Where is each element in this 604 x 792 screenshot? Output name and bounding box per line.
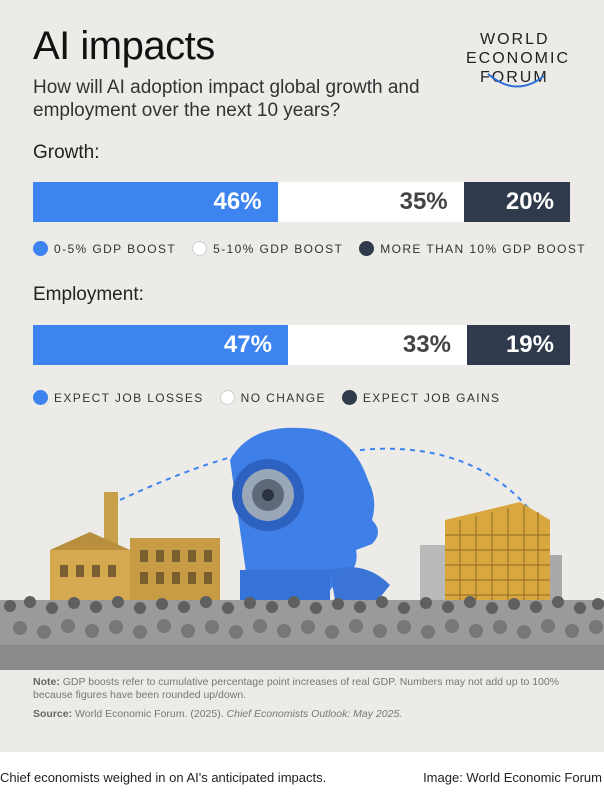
- bar-segment-no-change: 33%: [287, 325, 467, 365]
- employment-stacked-bar: 47% 33% 19%: [33, 325, 570, 365]
- image-caption: Chief economists weighed in on AI's anti…: [0, 770, 327, 785]
- ai-workforce-illustration: [0, 427, 604, 670]
- bar-segment-5-10-gdp-boost: 35%: [277, 182, 464, 222]
- crowd-illustration: [0, 596, 604, 670]
- logo-line-2: ECONOMIC: [466, 50, 570, 67]
- infographic-card: AI impacts How will AI adoption impact g…: [0, 0, 604, 752]
- dashed-arc-right: [359, 447, 531, 511]
- legend-swatch-icon: [219, 390, 235, 405]
- page-title: AI impacts: [33, 24, 215, 68]
- legend-swatch-icon: [192, 241, 208, 256]
- legend-label: 5-10% GDP BOOST: [213, 241, 344, 256]
- legend-label: EXPECT JOB GAINS: [362, 390, 501, 405]
- bar-segment-0-5-gdp-boost: 46%: [33, 182, 278, 222]
- source-text: World Economic Forum. (2025).: [75, 708, 224, 720]
- page-subtitle: How will AI adoption impact global growt…: [33, 77, 420, 121]
- legend-item: 0-5% GDP BOOST: [33, 241, 176, 256]
- image-credit: Image: World Economic Forum: [423, 770, 602, 785]
- legend-item: EXPECT JOB GAINS: [341, 390, 501, 405]
- legend-swatch-icon: [33, 241, 48, 256]
- legend-item: NO CHANGE: [219, 390, 326, 405]
- legend-item: MORE THAN 10% GDP BOOST: [359, 241, 586, 256]
- legend-swatch-icon: [33, 390, 48, 405]
- wef-logo: WORLD ECONOMIC FORUM: [466, 30, 576, 92]
- chart-note: Note: GDP boosts refer to cumulative per…: [33, 676, 578, 701]
- legend-label: NO CHANGE: [240, 390, 326, 405]
- growth-stacked-bar: 46% 35% 20%: [33, 182, 570, 222]
- chart-source: Source: World Economic Forum. (2025). Ch…: [33, 708, 402, 720]
- ai-robot-head-illustration: [230, 427, 390, 620]
- data-label: 47%: [223, 331, 272, 358]
- source-label: Source:: [33, 708, 73, 720]
- dashed-arc-left: [119, 447, 301, 501]
- bar-segment-expect-job-losses: 47%: [33, 325, 288, 365]
- wef-logo-arc-icon: [487, 73, 545, 88]
- data-label: 33%: [402, 331, 451, 358]
- legend-label: MORE THAN 10% GDP BOOST: [380, 241, 587, 256]
- growth-legend: 0-5% GDP BOOST 5-10% GDP BOOST MORE THAN 1…: [33, 241, 602, 256]
- legend-swatch-icon: [359, 241, 375, 256]
- legend-swatch-icon: [341, 390, 357, 405]
- legend-item: 5-10% GDP BOOST: [192, 241, 343, 256]
- legend-label: EXPECT JOB LOSSES: [54, 390, 204, 405]
- data-label: 35%: [399, 188, 448, 215]
- note-label: Note:: [33, 676, 60, 688]
- employment-chart-title: Employment:: [33, 284, 144, 305]
- data-label: 19%: [505, 331, 554, 358]
- data-label: 20%: [505, 188, 554, 215]
- logo-line-1: WORLD: [480, 31, 550, 48]
- bar-segment-expect-job-gains: 19%: [466, 325, 570, 365]
- legend-item: EXPECT JOB LOSSES: [33, 390, 204, 405]
- legend-label: 0-5% GDP BOOST: [54, 241, 177, 256]
- bar-segment-more-than-10-gdp-boost: 20%: [463, 182, 570, 222]
- employment-legend: EXPECT JOB LOSSES NO CHANGE EXPECT JOB GAI…: [33, 390, 516, 405]
- source-title: Chief Economists Outlook: May 2025.: [226, 708, 403, 720]
- note-text: GDP boosts refer to cumulative percentag…: [33, 676, 560, 701]
- growth-chart-title: Growth:: [33, 142, 100, 163]
- logo-line-3: FORUM: [480, 69, 549, 86]
- data-label: 46%: [213, 188, 262, 215]
